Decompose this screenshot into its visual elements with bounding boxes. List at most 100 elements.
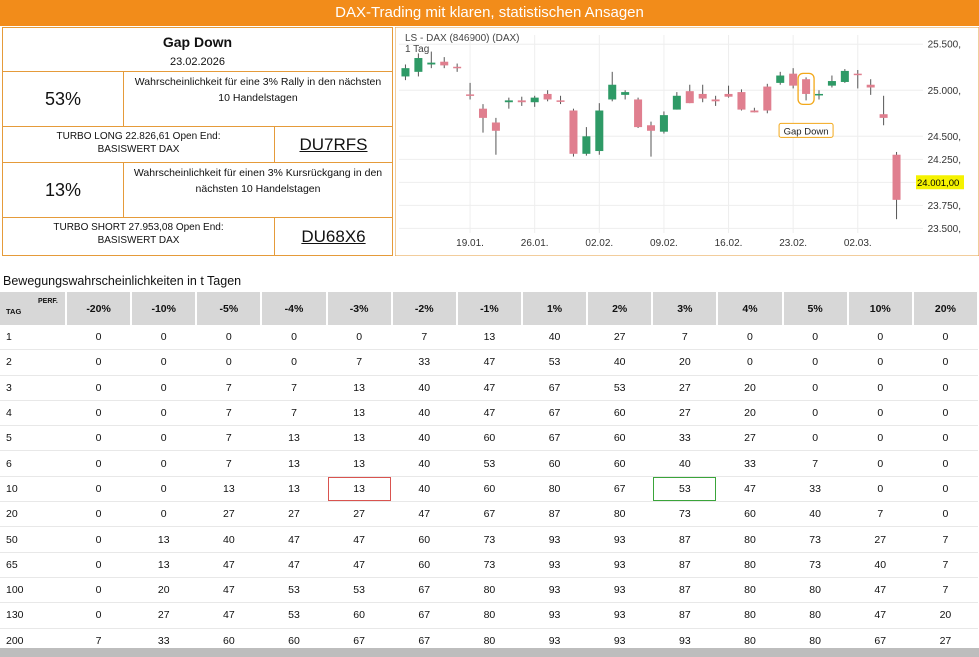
table-cell: 13 — [196, 476, 262, 503]
table-cell: 53 — [261, 602, 327, 629]
table-cell: 0 — [847, 425, 913, 452]
table-cell: 60 — [326, 602, 392, 629]
candle-body — [724, 93, 733, 97]
y-tick-label: 24.250, — [928, 155, 961, 166]
table-cell: 33 — [717, 450, 783, 477]
candle-body — [879, 114, 888, 118]
candle-body — [711, 99, 720, 102]
table-cell: 87 — [652, 526, 718, 553]
candle-body — [763, 86, 772, 111]
candle-body — [827, 81, 836, 86]
table-cell: 0 — [782, 325, 848, 351]
table-cell: 53 — [521, 349, 588, 376]
table-cell: 47 — [196, 552, 262, 578]
corner-header: PERF. TAG — [0, 292, 67, 325]
chart-svg: LS - DAX (846900) (DAX) 1 Tag 23.500, 23.… — [394, 26, 979, 257]
up-probability: 53% — [3, 72, 124, 127]
candle-body — [646, 125, 656, 131]
table-cell: 40 — [521, 325, 588, 351]
table-cell: 87 — [652, 577, 718, 604]
table-cell: 0 — [717, 325, 783, 351]
table-cell: 87 — [652, 602, 718, 629]
table-cell: 13 — [326, 375, 392, 401]
table-cell: 53 — [456, 450, 522, 477]
table-cell: 27 — [717, 425, 783, 452]
table-caption: Bewegungswahrscheinlichkeiten in t Tagen — [3, 274, 242, 288]
table-cell: 47 — [717, 476, 783, 503]
table-cell: 7 — [261, 400, 327, 427]
table-cell: 80 — [717, 526, 783, 553]
table-cell: 27 — [196, 501, 262, 528]
bottom-scrollbar[interactable] — [0, 648, 979, 657]
table-row: 100 0 20 47 53 53 67 80 93 93 87 80 80 47 7 — [0, 577, 978, 604]
table-row: 1 0 0 0 0 0 7 13 40 27 7 0 0 0 0 — [0, 325, 978, 351]
table-cell: 0 — [782, 400, 848, 427]
table-cell: 0 — [131, 425, 197, 452]
candle-body — [427, 62, 436, 65]
chart-title: LS - DAX (846900) (DAX) — [405, 33, 520, 44]
x-tick-label: 26.01. — [521, 238, 549, 249]
x-tick-label: 02.03. — [844, 238, 872, 249]
table-cell: 0 — [196, 349, 262, 376]
col-header: -3% — [326, 292, 393, 325]
table-cell: 33 — [652, 425, 718, 452]
table-cell: 7 — [196, 375, 262, 401]
table-cell: 0 — [131, 400, 197, 427]
table-cell: 0 — [782, 425, 848, 452]
col-header: 4% — [717, 292, 784, 325]
table-cell: 67 — [521, 425, 588, 452]
table-cell: 7 — [261, 375, 327, 401]
signal-date: 23.02.2026 — [169, 56, 226, 68]
table-cell: 33 — [782, 476, 848, 503]
table-cell: 60 — [456, 425, 522, 452]
price-tag-box — [916, 175, 964, 190]
table-cell: 40 — [391, 400, 457, 427]
table-row: 20 0 0 27 27 27 47 67 87 80 73 60 40 7 0 — [0, 501, 978, 528]
col-header: 10% — [847, 292, 914, 325]
table-cell: 0 — [912, 476, 978, 503]
table-cell: 67 — [587, 476, 653, 503]
candle-body — [491, 122, 500, 131]
turbo-long-code-text[interactable]: DU7RFS — [299, 134, 368, 154]
table-cell: 67 — [521, 375, 588, 401]
table-cell: 0 — [847, 476, 913, 503]
table-cell: 27 — [131, 602, 197, 629]
table-cell: 40 — [652, 450, 718, 477]
col-header: -5% — [196, 292, 263, 325]
table-cell: 93 — [587, 526, 653, 553]
table-cell: 80 — [456, 602, 522, 629]
turbo-short-line1: TURBO SHORT 27.953,08 Open End: — [53, 222, 224, 233]
col-header: -2% — [391, 292, 458, 325]
candle-body — [530, 97, 539, 103]
col-header: -1% — [456, 292, 523, 325]
table-cell: 27 — [587, 325, 653, 351]
candle-body — [621, 92, 630, 95]
turbo-short-code[interactable]: DU68X6 — [275, 218, 392, 255]
table-cell: 80 — [587, 501, 653, 528]
table-cell: 0 — [782, 375, 848, 401]
table-cell: 0 — [131, 349, 197, 376]
table-cell: 13 — [131, 526, 197, 553]
table-cell: 93 — [587, 577, 653, 604]
signal-title: Gap Down — [162, 34, 233, 50]
row-tag: 10 — [0, 476, 66, 503]
turbo-long-code[interactable]: DU7RFS — [275, 127, 392, 163]
table-cell: 27 — [326, 501, 392, 528]
candle-body — [750, 110, 759, 113]
candle-body — [737, 92, 746, 110]
table-cell: 20 — [131, 577, 197, 604]
table-row: 6 0 0 7 13 13 40 53 60 60 40 33 7 0 0 — [0, 450, 978, 477]
table-cell: 80 — [521, 476, 588, 503]
row-tag: 5 — [0, 425, 66, 452]
table-cell: 60 — [456, 476, 522, 503]
down-description: Wahrscheinlichkeit für einen 3% Kursrück… — [124, 163, 392, 218]
table-cell: 80 — [717, 552, 783, 578]
table-cell: 60 — [717, 501, 783, 528]
table-row: 2 0 0 0 0 7 33 47 53 40 20 0 0 0 0 — [0, 349, 978, 376]
table-cell: 40 — [196, 526, 262, 553]
candle-body — [414, 58, 423, 72]
turbo-short-code-text[interactable]: DU68X6 — [301, 226, 366, 246]
candle-body — [840, 70, 849, 82]
y-tick-label: 23.500, — [928, 224, 961, 235]
table-cell: 40 — [391, 375, 457, 401]
